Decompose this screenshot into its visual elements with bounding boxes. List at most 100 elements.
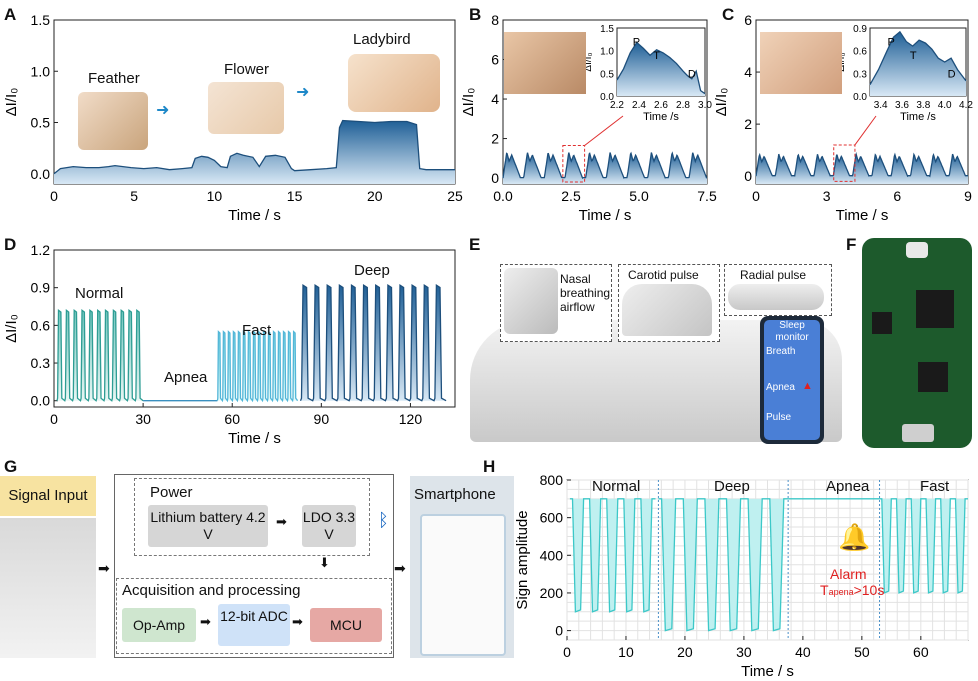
x-tick-label: 30 <box>135 411 151 427</box>
signal-c-fill <box>756 154 968 184</box>
x-tick-label: 0.0 <box>493 188 513 204</box>
label-h-normal: Normal <box>592 478 641 495</box>
x-tick-label: 50 <box>854 644 870 660</box>
x-tick-label: 0 <box>563 644 571 660</box>
panel-label-g: G <box>4 457 18 476</box>
chip-mcu <box>916 290 954 328</box>
panel-label-e: E <box>469 235 481 254</box>
inset-y-tick-label: 1.0 <box>600 47 614 58</box>
opamp-block: Op-Amp <box>122 608 196 642</box>
label-fast: Fast <box>242 322 272 339</box>
wrist-photo <box>760 32 842 94</box>
person-photo <box>0 518 96 658</box>
y-tick-label: 0.0 <box>31 166 51 182</box>
y-tick-label: 800 <box>540 472 564 488</box>
segment-deep-line <box>299 284 447 402</box>
pcb-board <box>862 238 972 448</box>
x-axis-label: Time / s <box>228 207 281 224</box>
label-h-apnea: Apnea <box>826 478 870 495</box>
arrow-icon: ➡ <box>200 614 211 629</box>
y-axis-label: ΔI/I₀ <box>3 88 20 117</box>
inset-peak-label: T <box>653 50 660 62</box>
arrow-icon: ➡ <box>98 560 110 576</box>
segment-fast-line <box>216 330 299 403</box>
y-tick-label: 1.5 <box>31 12 51 28</box>
inset-x-label: Time /s <box>643 111 679 123</box>
feather-photo <box>78 92 148 150</box>
y-tick-label: 2 <box>744 116 752 132</box>
y-tick-label: 600 <box>540 510 564 526</box>
x-tick-label: 0 <box>50 188 58 204</box>
y-tick-label: 6 <box>491 52 499 68</box>
led-component <box>906 242 928 258</box>
x-tick-label: 90 <box>314 411 330 427</box>
x-tick-label: 2.5 <box>561 188 581 204</box>
y-tick-label: 200 <box>540 585 564 601</box>
label-h-deep: Deep <box>714 478 750 495</box>
smartphone-screen <box>420 514 506 656</box>
inset-peak-label: D <box>688 68 696 80</box>
x-tick-label: 60 <box>224 411 240 427</box>
x-axis-label: Time / s <box>836 207 889 224</box>
inset-x-tick-label: 3.8 <box>916 100 930 111</box>
phone-title: Sleep monitor <box>775 320 809 343</box>
power-box <box>134 478 370 556</box>
h-segment-fast-line <box>879 498 968 594</box>
panel-label-f: F <box>846 235 857 254</box>
y-tick-label: 1.2 <box>31 242 51 258</box>
y-tick-label: 400 <box>540 547 564 563</box>
x-axis-label: Time / s <box>741 663 794 680</box>
x-tick-label: 5 <box>130 188 138 204</box>
inset-y-tick-label: 0.3 <box>853 69 867 80</box>
label-radial: Radial pulse <box>740 268 807 282</box>
y-tick-label: 2 <box>491 131 499 147</box>
inset-y-tick-label: 1.5 <box>600 24 614 35</box>
inset-peak-label: T <box>910 50 917 62</box>
y-axis-label: ΔI/I₀ <box>713 88 730 117</box>
smartphone-title: Smartphone <box>414 486 496 503</box>
arm-illustration <box>728 284 824 310</box>
acquisition-title: Acquisition and processing <box>122 582 301 599</box>
alarm-condition: Tapena>10s <box>820 582 885 598</box>
inset-x-tick-label: 3.6 <box>895 100 909 111</box>
zoom-arrow <box>854 115 877 146</box>
y-tick-label: 1.0 <box>31 63 51 79</box>
y-tick-label: 0 <box>744 168 752 184</box>
arrow-icon: ➡ <box>276 514 287 529</box>
y-axis-label: ΔI/I₀ <box>460 88 477 117</box>
arrow-icon: ➡ <box>292 614 303 629</box>
ldo-block: LDO 3.3 V <box>302 505 356 547</box>
y-tick-label: 0.3 <box>31 355 51 371</box>
alarm-bell-icon: 🔔 <box>838 522 871 552</box>
face-photo <box>504 268 558 334</box>
label-h-fast: Fast <box>920 478 950 495</box>
x-tick-label: 10 <box>618 644 634 660</box>
inset-x-tick-label: 4.0 <box>938 100 952 111</box>
x-tick-label: 5.0 <box>629 188 649 204</box>
x-tick-label: 20 <box>677 644 693 660</box>
signal-b-fill <box>503 152 707 184</box>
inset-y-tick-label: 0.0 <box>853 92 867 103</box>
inset-peak-label: P <box>887 36 894 48</box>
signal-a-line <box>53 119 455 175</box>
power-title: Power <box>150 484 193 501</box>
inset-x-tick-label: 2.6 <box>654 100 668 111</box>
chip-adc <box>918 362 948 392</box>
inset-y-tick-label: 0.6 <box>853 47 867 58</box>
ladybird-photo <box>348 54 440 112</box>
label-apnea: Apnea <box>164 369 208 386</box>
label-ladybird: Ladybird <box>353 31 411 48</box>
arrow-icon: ➡ <box>394 560 406 576</box>
x-tick-label: 7.5 <box>697 188 717 204</box>
inset-y-tick-label: 0.0 <box>600 92 614 103</box>
neck-photo <box>504 32 586 94</box>
inset-signal-line <box>616 41 706 95</box>
y-tick-label: 8 <box>491 12 499 28</box>
flower-photo <box>208 82 284 134</box>
panel-label-b: B <box>469 5 482 24</box>
plot-frame <box>53 249 456 408</box>
x-tick-label: 9 <box>964 188 972 204</box>
x-tick-label: 25 <box>447 188 463 204</box>
panel-label-c: C <box>722 5 735 24</box>
